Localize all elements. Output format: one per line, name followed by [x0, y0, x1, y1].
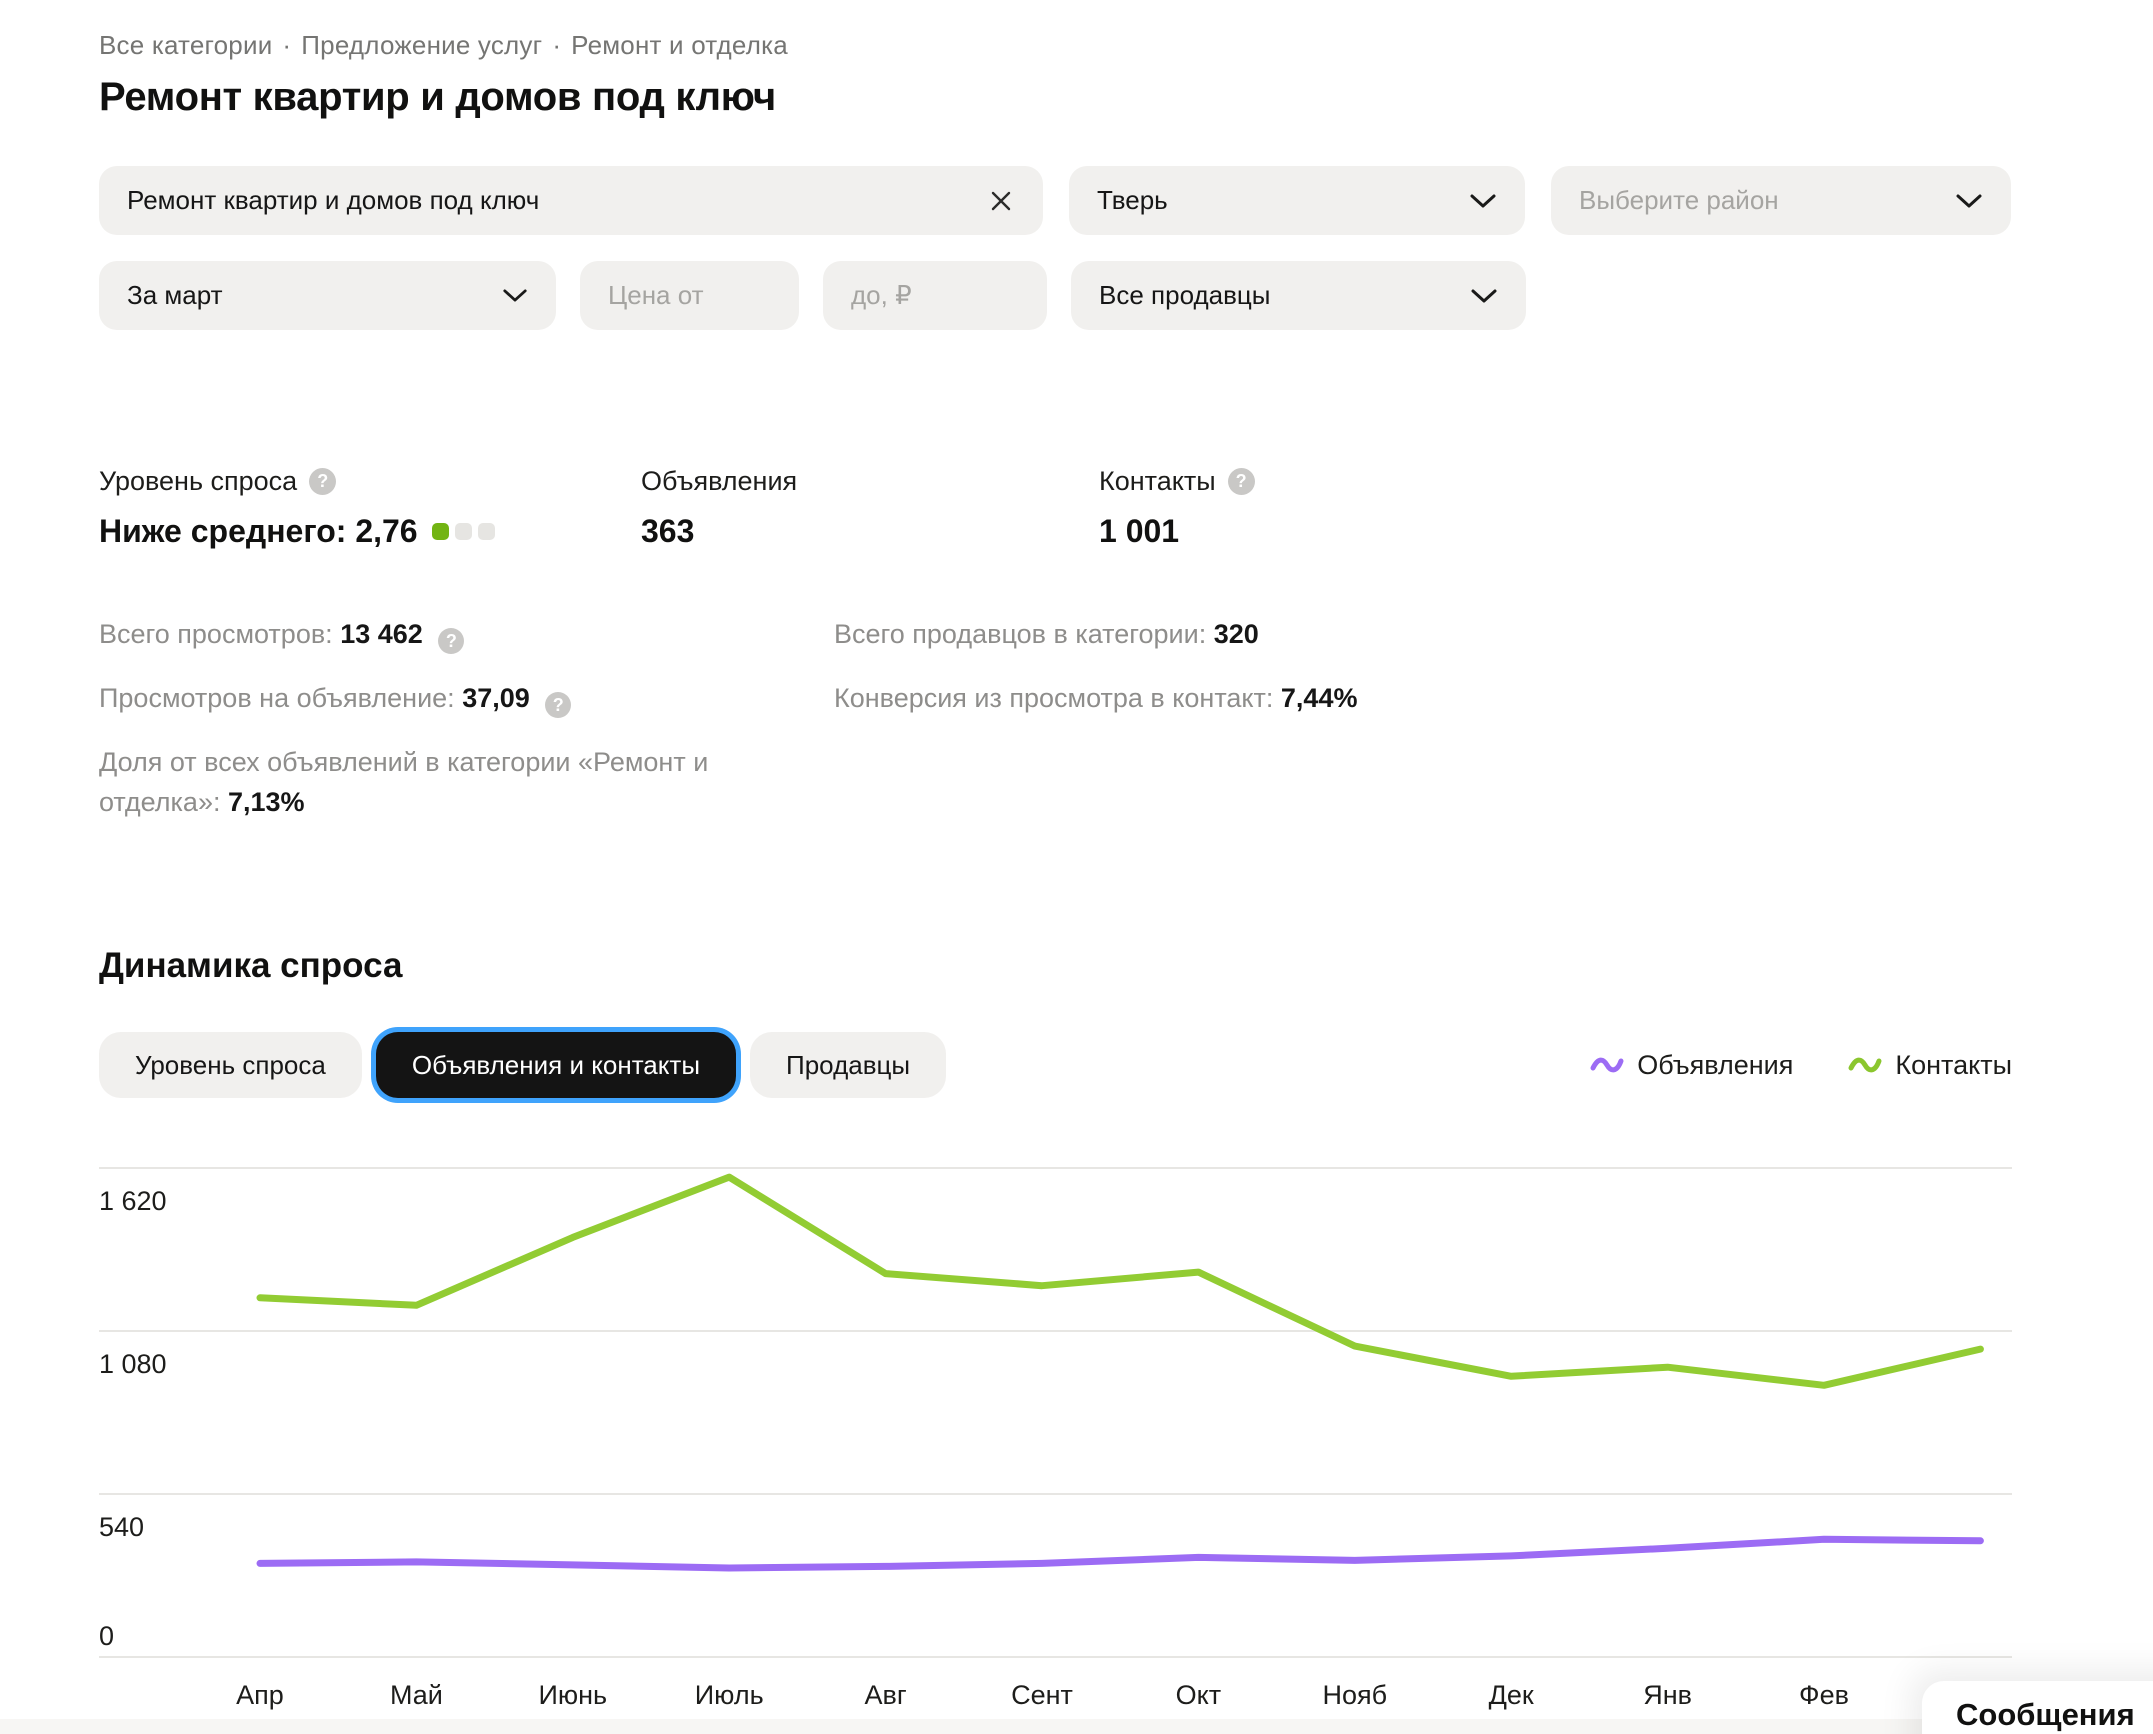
stats-row: Уровень спроса ? Ниже среднего: 2,76 Объ… — [99, 466, 2012, 550]
chevron-down-icon — [1955, 192, 1983, 210]
search-input[interactable]: Ремонт квартир и домов под ключ — [99, 166, 1043, 235]
chevron-down-icon — [502, 287, 528, 304]
stat-listings: Объявления 363 — [641, 466, 1099, 550]
detail-label: Конверсия из просмотра в контакт: — [834, 683, 1274, 713]
district-placeholder: Выберите район — [1579, 185, 1779, 215]
search-value: Ремонт квартир и домов под ключ — [127, 185, 540, 215]
legend-label: Контакты — [1895, 1049, 2012, 1080]
breadcrumb-separator: · — [552, 30, 562, 60]
x-axis-label: Авг — [864, 1680, 906, 1710]
breadcrumb-item-services[interactable]: Предложение услуг — [301, 30, 543, 60]
detail-label: Всего продавцов в категории: — [834, 619, 1207, 649]
sellers-select[interactable]: Все продавцы — [1071, 261, 1526, 330]
detail-conversion: Конверсия из просмотра в контакт: 7,44% — [834, 678, 1534, 718]
stat-contacts: Контакты ? 1 001 — [1099, 466, 2012, 550]
x-axis-label: Фев — [1799, 1680, 1849, 1710]
x-axis-label: Май — [390, 1680, 443, 1710]
tab-listings-contacts[interactable]: Объявления и контакты — [375, 1032, 737, 1098]
listings-value: 363 — [641, 513, 695, 549]
detail-value: 7,44% — [1280, 683, 1358, 713]
chart-area: 1 620 1 080 540 0 Апр Май Июнь Июль Авг Сент Окт Но… — [99, 1148, 2012, 1719]
messenger-button[interactable]: Сообщения — [1922, 1681, 2153, 1734]
series-Контакты — [256, 1173, 1984, 1389]
help-icon[interactable]: ? — [545, 692, 572, 718]
price-to-input[interactable]: до, ₽ — [823, 261, 1047, 330]
detail-label: Просмотров на объявление: — [99, 683, 455, 713]
y-axis-label: 540 — [99, 1512, 144, 1542]
breadcrumb-separator: · — [282, 30, 292, 60]
period-value: За март — [127, 280, 223, 310]
breadcrumb: Все категории · Предложение услуг · Ремонт и… — [99, 30, 2012, 61]
breadcrumb-item-all-categories[interactable]: Все категории — [99, 30, 273, 60]
city-value: Тверь — [1097, 185, 1168, 215]
price-to-placeholder: до, ₽ — [851, 280, 912, 310]
page-title: Ремонт квартир и домов под ключ — [99, 75, 776, 119]
detail-total-sellers: Всего продавцов в категории: 320 — [834, 614, 1534, 654]
chevron-down-icon — [1469, 192, 1497, 210]
filter-row-1: Ремонт квартир и домов под ключ Тверь Вы… — [99, 166, 2012, 235]
legend-contacts: Контакты — [1847, 1050, 2012, 1081]
x-axis-label: Дек — [1489, 1680, 1534, 1710]
help-icon[interactable]: ? — [438, 628, 465, 654]
sellers-value: Все продавцы — [1099, 280, 1271, 310]
y-axis-label: 1 080 — [99, 1349, 167, 1379]
detail-value: 7,13% — [227, 787, 305, 817]
x-axis-label: Июнь — [538, 1680, 607, 1710]
demand-chart: 1 620 1 080 540 0 Апр Май Июнь Июль Авг Сент Окт Но… — [99, 1167, 2012, 1710]
price-from-input[interactable]: Цена от — [580, 261, 799, 330]
detail-views-per-listing: Просмотров на объявление: 37,09 ? — [99, 678, 799, 718]
demand-level-label: Уровень спроса — [99, 466, 298, 496]
series-Объявления — [256, 1535, 1984, 1572]
price-from-placeholder: Цена от — [608, 280, 704, 310]
city-select[interactable]: Тверь — [1069, 166, 1525, 235]
district-select[interactable]: Выберите район — [1551, 166, 2011, 235]
section-title: Динамика спроса — [99, 946, 403, 985]
detail-category-share: Доля от всех объявлений в категории «Рем… — [99, 742, 799, 822]
contacts-value: 1 001 — [1099, 513, 1180, 549]
detail-label: Всего просмотров: — [99, 619, 333, 649]
tab-sellers[interactable]: Продавцы — [750, 1032, 947, 1098]
x-axis-label: Сент — [1011, 1680, 1073, 1710]
detail-value: 13 462 — [340, 619, 423, 649]
wave-icon — [1590, 1057, 1624, 1073]
messenger-label: Сообщения — [1956, 1697, 2135, 1732]
wave-icon — [1848, 1057, 1882, 1073]
demand-level-value: Ниже среднего: 2,76 — [99, 513, 418, 549]
x-axis-label: Апр — [236, 1680, 284, 1710]
filter-row-2: За март Цена от до, ₽ Все продавцы — [99, 261, 2012, 330]
y-axis-label: 1 620 — [99, 1186, 167, 1216]
tab-demand-level[interactable]: Уровень спроса — [99, 1032, 362, 1098]
chart-legend: Объявления Контакты — [1589, 1050, 2012, 1081]
chart-header: Уровень спроса Объявления и контакты Про… — [99, 1032, 2012, 1098]
help-icon[interactable]: ? — [309, 468, 337, 495]
details-grid: Всего просмотров: 13 462 ? Всего продавц… — [99, 614, 2012, 822]
help-icon[interactable]: ? — [1227, 468, 1255, 495]
page-bottom-strip — [0, 1719, 2153, 1734]
detail-label: Доля от всех объявлений в категории «Рем… — [99, 747, 709, 817]
chevron-down-icon — [1470, 287, 1498, 305]
x-axis-label: Янв — [1643, 1680, 1692, 1710]
breadcrumb-item-repair[interactable]: Ремонт и отделка — [571, 30, 788, 60]
legend-listings: Объявления — [1589, 1050, 1793, 1081]
x-axis-label: Окт — [1176, 1680, 1221, 1710]
clear-search-icon[interactable] — [987, 187, 1015, 215]
x-axis-label: Нояб — [1322, 1680, 1387, 1710]
detail-value: 37,09 — [462, 683, 530, 713]
stat-demand-level: Уровень спроса ? Ниже среднего: 2,76 — [99, 466, 641, 550]
period-select[interactable]: За март — [99, 261, 556, 330]
x-axis-label: Июль — [695, 1680, 764, 1710]
demand-meter — [431, 523, 495, 540]
detail-total-views: Всего просмотров: 13 462 ? — [99, 614, 799, 654]
legend-label: Объявления — [1637, 1049, 1794, 1080]
contacts-label: Контакты — [1099, 466, 1216, 496]
listings-label: Объявления — [641, 466, 798, 496]
y-axis-label: 0 — [99, 1621, 114, 1651]
detail-value: 320 — [1213, 619, 1259, 649]
